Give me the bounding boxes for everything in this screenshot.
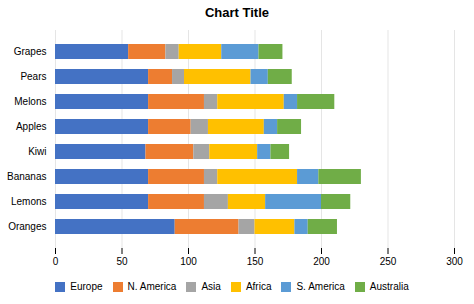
- svg-text:Oranges: Oranges: [8, 221, 46, 232]
- svg-text:Bananas: Bananas: [7, 171, 46, 182]
- svg-text:Lemons: Lemons: [11, 196, 47, 207]
- svg-text:0: 0: [53, 256, 59, 267]
- html-text:Europe: Europe: [70, 281, 103, 292]
- html-text:N. America: N. America: [127, 281, 177, 292]
- svg-text:200: 200: [313, 256, 330, 267]
- html-text:Australia: Australia: [369, 281, 409, 292]
- html-text:S. America: S. America: [296, 281, 345, 292]
- svg-text:Melons: Melons: [14, 96, 46, 107]
- svg-text:50: 50: [116, 256, 128, 267]
- html-text:Asia: Asia: [201, 281, 221, 292]
- svg-text:Kiwi: Kiwi: [28, 146, 46, 157]
- html-text:Chart Title: Chart Title: [205, 5, 269, 20]
- svg-text:Apples: Apples: [16, 121, 47, 132]
- svg-text:150: 150: [247, 256, 264, 267]
- svg-text:250: 250: [380, 256, 397, 267]
- svg-text:100: 100: [180, 256, 197, 267]
- svg-text:Pears: Pears: [20, 71, 46, 82]
- svg-text:Grapes: Grapes: [14, 46, 47, 57]
- svg-text:300: 300: [446, 256, 463, 267]
- html-text:Africa: Africa: [245, 281, 272, 292]
